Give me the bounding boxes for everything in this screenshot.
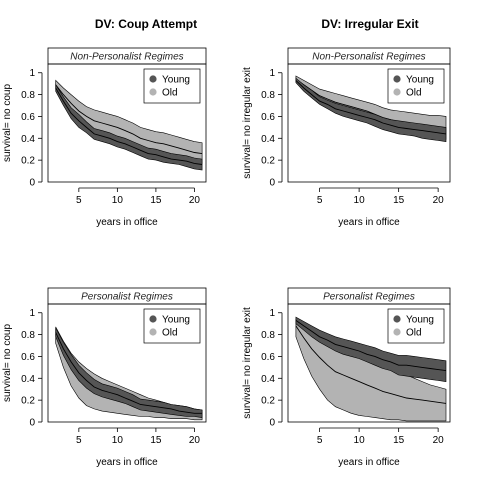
y-axis-label: survival= no irregular exit xyxy=(242,67,253,179)
plot-frame xyxy=(287,63,451,183)
y-axis-label: survival= no irregular exit xyxy=(242,307,253,419)
legend-box xyxy=(387,68,445,104)
legend-label-old: Old xyxy=(406,328,422,339)
legend-marker-old xyxy=(393,328,401,336)
x-axis-label: years in office xyxy=(338,217,400,228)
legend-label-old: Old xyxy=(162,88,178,99)
y-tick-label: 0.6 xyxy=(261,352,275,363)
y-tick-label: 0.6 xyxy=(21,112,35,123)
x-tick-label: 5 xyxy=(76,195,82,206)
y-tick-label: 0 xyxy=(269,178,275,189)
mean-line-young xyxy=(55,332,203,414)
mean-line-young xyxy=(295,80,447,135)
x-tick-label: 15 xyxy=(150,195,162,206)
x-tick-label: 20 xyxy=(189,435,201,446)
legend-label-young: Young xyxy=(406,315,434,326)
y-tick-label: 0.8 xyxy=(21,330,35,341)
mean-line-old xyxy=(55,84,203,155)
legend-marker-young xyxy=(393,75,401,83)
legend-box xyxy=(387,308,445,344)
y-tick-label: 0.2 xyxy=(21,156,35,167)
mean-line-old xyxy=(295,325,447,404)
plot-frame xyxy=(47,63,207,183)
x-tick-label: 5 xyxy=(317,195,323,206)
x-tick-label: 10 xyxy=(354,195,366,206)
x-tick-label: 20 xyxy=(189,195,201,206)
x-axis-label: years in office xyxy=(338,457,400,468)
x-tick-label: 15 xyxy=(393,195,405,206)
x-tick-label: 15 xyxy=(150,435,162,446)
legend-marker-old xyxy=(393,88,401,96)
x-tick-label: 5 xyxy=(76,435,82,446)
x-tick-label: 20 xyxy=(433,435,445,446)
legend-label-old: Old xyxy=(162,328,178,339)
y-tick-label: 0.2 xyxy=(261,396,275,407)
y-tick-label: 0 xyxy=(29,418,35,429)
y-tick-label: 0.4 xyxy=(261,374,275,385)
y-tick-label: 0 xyxy=(29,178,35,189)
y-tick-label: 0.8 xyxy=(261,90,275,101)
strip-label: Non-Personalist Regimes xyxy=(70,52,183,63)
x-tick-label: 15 xyxy=(393,435,405,446)
x-tick-label: 10 xyxy=(112,195,124,206)
x-tick-label: 10 xyxy=(112,435,124,446)
y-tick-label: 0.4 xyxy=(21,374,35,385)
legend-label-young: Young xyxy=(162,315,190,326)
y-tick-label: 0.8 xyxy=(21,90,35,101)
legend-box xyxy=(143,308,201,344)
legend-box xyxy=(143,68,201,104)
y-tick-label: 0.2 xyxy=(21,396,35,407)
y-tick-label: 0.4 xyxy=(21,134,35,145)
mean-line-young xyxy=(55,87,203,165)
y-tick-label: 0.4 xyxy=(261,134,275,145)
column-title-coup: DV: Coup Attempt xyxy=(95,17,197,31)
legend-marker-old xyxy=(149,328,157,336)
y-tick-label: 1 xyxy=(29,308,35,319)
legend-label-old: Old xyxy=(406,88,422,99)
column-title-exit: DV: Irregular Exit xyxy=(321,17,418,31)
y-tick-label: 1 xyxy=(269,308,275,319)
x-tick-label: 10 xyxy=(354,435,366,446)
y-tick-label: 1 xyxy=(269,68,275,79)
strip-label: Personalist Regimes xyxy=(81,292,173,303)
y-axis-label: survival= no coup xyxy=(2,84,13,163)
band-young xyxy=(295,77,447,142)
y-tick-label: 0.2 xyxy=(261,156,275,167)
plot-frame xyxy=(287,303,451,423)
y-tick-label: 0.6 xyxy=(21,352,35,363)
y-axis-label: survival= no coup xyxy=(2,324,13,403)
y-tick-label: 0 xyxy=(269,418,275,429)
legend-label-young: Young xyxy=(162,75,190,86)
mean-line-young xyxy=(295,320,447,372)
legend-marker-old xyxy=(149,88,157,96)
y-tick-label: 0.6 xyxy=(261,112,275,123)
legend-marker-young xyxy=(393,315,401,323)
strip-label: Non-Personalist Regimes xyxy=(312,52,425,63)
x-axis-label: years in office xyxy=(96,217,158,228)
x-tick-label: 5 xyxy=(317,435,323,446)
x-tick-label: 20 xyxy=(433,195,445,206)
band-old xyxy=(55,326,203,421)
legend-marker-young xyxy=(149,315,157,323)
plot-frame xyxy=(47,303,207,423)
strip-label: Personalist Regimes xyxy=(323,292,415,303)
y-tick-label: 1 xyxy=(29,68,35,79)
x-axis-label: years in office xyxy=(96,457,158,468)
legend-label-young: Young xyxy=(406,75,434,86)
y-tick-label: 0.8 xyxy=(261,330,275,341)
legend-marker-young xyxy=(149,75,157,83)
